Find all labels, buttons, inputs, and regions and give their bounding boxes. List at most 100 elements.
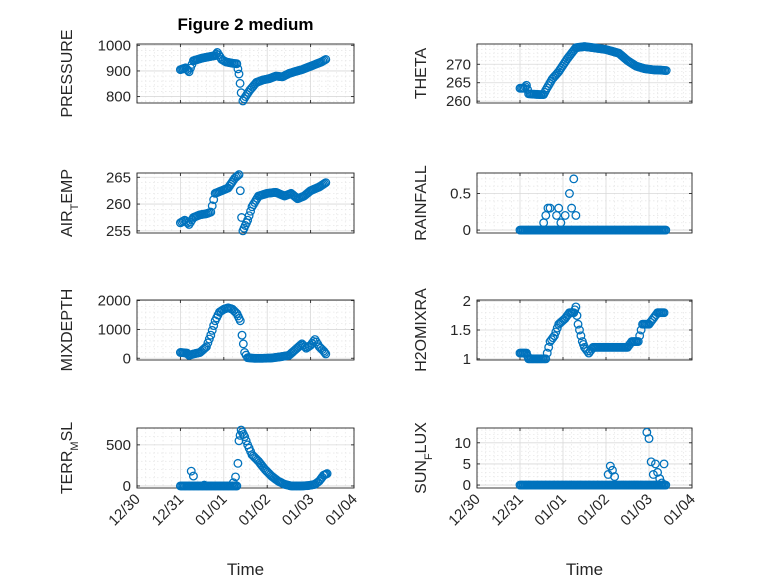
data-point (237, 330, 247, 340)
y-axis-label: PRESSURE (59, 29, 76, 117)
data-point (659, 459, 669, 469)
data-series (175, 48, 331, 106)
data-point (556, 218, 566, 228)
data-point (206, 207, 216, 217)
data-point (554, 203, 564, 213)
y-tick-label: 0.5 (450, 185, 471, 202)
data-point (642, 427, 652, 437)
y-tick-label: 800 (106, 89, 131, 106)
y-tick-label: 1.5 (450, 322, 471, 339)
data-point (228, 478, 238, 488)
data-point (560, 210, 570, 220)
data-point (201, 342, 211, 352)
data-series (515, 174, 671, 235)
data-point (207, 325, 217, 335)
x-tick-label: 01/03 (617, 491, 656, 530)
y-tick-label: 500 (106, 437, 131, 454)
y-axis-label: TERRMSL (59, 422, 81, 494)
x-tick-label: 01/03 (279, 491, 318, 530)
data-point (206, 330, 216, 340)
data-point (541, 354, 551, 364)
major-grid (136, 173, 355, 233)
data-point (183, 65, 193, 75)
x-axis-label: Time (227, 560, 264, 579)
data-point (648, 470, 658, 479)
y-axis-label: H2OMIXRA (413, 288, 430, 372)
data-point (203, 338, 213, 348)
data-point (241, 436, 251, 446)
y-axis-label: THETA (413, 48, 430, 100)
y-tick-label: 260 (446, 93, 471, 110)
x-tick-label: 12/31 (149, 491, 188, 530)
y-tick-label: 265 (106, 169, 131, 186)
data-point (243, 215, 253, 225)
axes-box (476, 427, 693, 489)
data-point (240, 432, 250, 442)
data-point (522, 80, 531, 90)
data-point (552, 323, 562, 333)
y-tick-label: 1000 (98, 37, 131, 54)
axes-box (476, 172, 693, 234)
data-point (657, 478, 667, 488)
data-point (233, 458, 243, 468)
y-tick-label: 270 (446, 56, 471, 73)
x-tick-label: 01/02 (235, 491, 274, 530)
data-point (235, 316, 245, 326)
data-point (567, 203, 577, 213)
minor-grid (477, 428, 692, 488)
x-tick-label: 01/01 (192, 491, 231, 530)
data-point (565, 189, 574, 198)
y-tick-label: 900 (106, 63, 131, 80)
y-tick-label: 10 (454, 435, 471, 452)
data-point (233, 171, 242, 181)
data-point (644, 434, 654, 444)
y-tick-label: 255 (106, 223, 131, 240)
y-tick-label: 2 (463, 293, 471, 310)
data-point (235, 186, 245, 196)
y-tick-label: 1 (463, 351, 471, 368)
data-point (576, 331, 586, 341)
data-point (199, 480, 209, 490)
data-point (605, 461, 615, 471)
x-tick-label: 12/30 (445, 491, 484, 530)
x-axis-label: Time (566, 560, 603, 579)
data-point (231, 472, 240, 482)
data-point (238, 339, 248, 349)
y-axis-label: MIXDEPTH (59, 289, 76, 372)
data-series (515, 427, 671, 490)
data-point (238, 96, 248, 106)
data-series (515, 42, 671, 99)
y-tick-label: 0 (463, 222, 471, 239)
data-point (646, 457, 656, 467)
subplot-1: 800 900 1000 PRESSURE Figure 2 medium (59, 15, 355, 118)
data-point (659, 308, 669, 318)
data-point (234, 69, 244, 79)
figure-title: Figure 2 medium (177, 15, 313, 34)
data-point (551, 327, 561, 337)
y-tick-label: 5 (463, 456, 471, 473)
data-point (608, 465, 617, 475)
data-point (182, 64, 192, 74)
data-point (655, 474, 665, 484)
data-point (212, 48, 222, 57)
data-point (651, 459, 660, 469)
y-tick-label: 0 (123, 478, 131, 495)
minor-grid (477, 173, 692, 233)
data-point (549, 331, 559, 341)
data-point (235, 78, 245, 88)
y-tick-label: 260 (106, 196, 131, 213)
data-point (200, 343, 210, 353)
x-tick-label: 12/30 (105, 491, 144, 530)
data-point (233, 64, 243, 74)
data-point (209, 321, 219, 331)
major-grid (476, 428, 693, 488)
data-point (184, 219, 194, 229)
data-point (571, 302, 581, 312)
major-grid (476, 173, 693, 233)
subplot-8: 12/30 12/31 01/01 01/02 01/03 01/04 0 5 10 SUNFLU… (413, 422, 699, 579)
data-point (232, 59, 242, 69)
data-point (542, 348, 552, 358)
x-tick-label: 12/31 (488, 491, 527, 530)
